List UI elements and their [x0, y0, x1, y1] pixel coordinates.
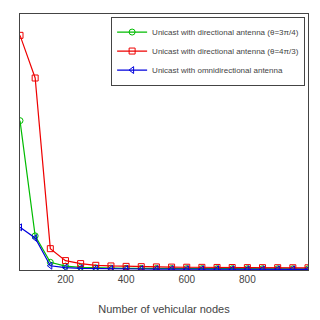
svg-text:Unicast with directional anten: Unicast with directional antenna (θ=3π/4…: [152, 28, 299, 37]
svg-text:800: 800: [239, 274, 256, 285]
svg-text:400: 400: [118, 274, 135, 285]
svg-text:Unicast with directional anten: Unicast with directional antenna (θ=4π/3…: [152, 47, 299, 56]
svg-text:200: 200: [57, 274, 74, 285]
svg-text:Unicast with omnidirectional a: Unicast with omnidirectional antenna: [152, 66, 283, 75]
svg-text:600: 600: [178, 274, 195, 285]
svg-text:Number of vehicular nodes: Number of vehicular nodes: [98, 303, 230, 315]
